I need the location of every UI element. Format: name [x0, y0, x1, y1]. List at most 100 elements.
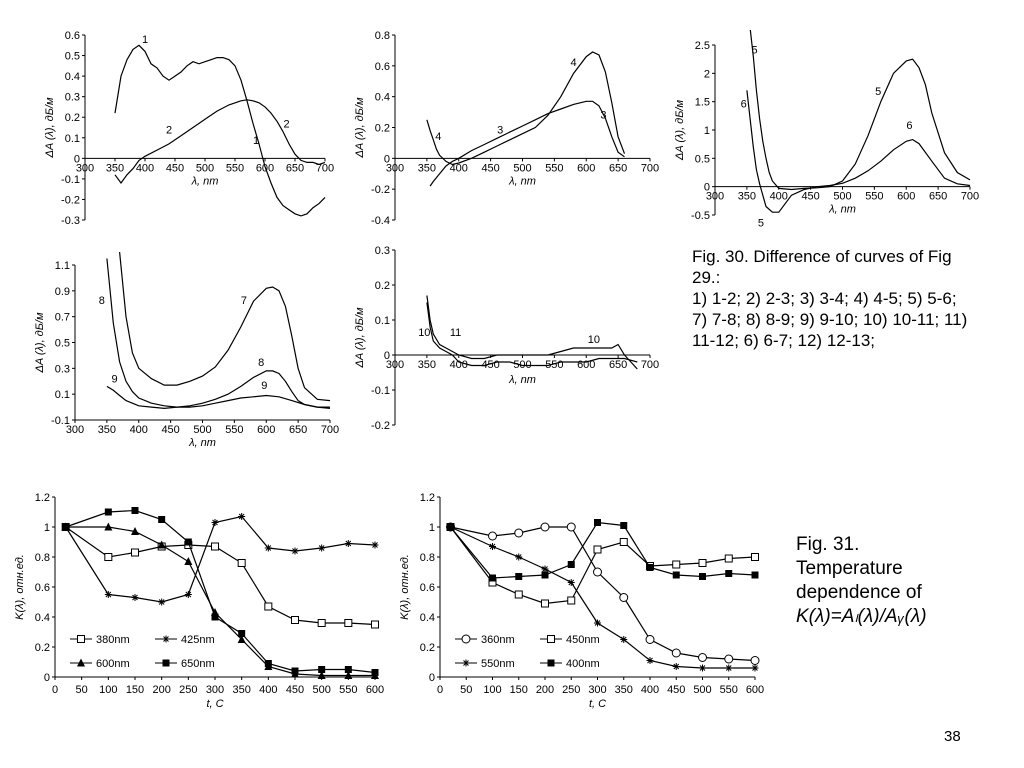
- y-tick-label: 0.2: [420, 642, 435, 654]
- data-point-400nm: [567, 561, 575, 568]
- data-point-400nm: [541, 571, 549, 579]
- data-point-360nm: [593, 567, 602, 577]
- chart-temperature-right: 0 0.2 0.4 0.6 0.8 1 1.2 0 50 100 150 200 250 300 350 40…: [399, 492, 764, 710]
- data-point-360nm: [750, 656, 760, 665]
- x-tick-label: 400: [259, 684, 277, 696]
- data-point-550nm: [646, 657, 654, 664]
- x-tick-label: 300: [66, 424, 84, 436]
- data-point-650nm: [62, 523, 70, 531]
- data-point-650nm: [131, 507, 139, 514]
- y-tick-label: 0.8: [420, 552, 435, 564]
- x-tick-label: 350: [106, 162, 124, 174]
- legend-marker: [461, 634, 471, 644]
- y-tick-label: 0.8: [35, 552, 50, 564]
- data-point-600nm: [157, 540, 166, 549]
- data-point-400nm: [489, 574, 496, 582]
- data-point-425nm: [318, 544, 326, 552]
- x-tick-label: 550: [720, 684, 738, 696]
- y-tick-label: -0.3: [61, 215, 80, 227]
- data-point-550nm: [541, 565, 549, 573]
- series-line-1: [114, 44, 326, 217]
- y-tick-label: -0.1: [61, 174, 80, 186]
- x-tick-label: 300: [386, 162, 404, 174]
- data-point-425nm: [184, 591, 192, 598]
- x-tick-label: 350: [615, 684, 633, 696]
- x-tick-label: 450: [481, 162, 499, 174]
- x-axis-label: t, C: [589, 698, 606, 710]
- data-point-360nm: [514, 528, 524, 538]
- y-tick-label: 0: [44, 672, 50, 684]
- series-line-400nm: [450, 521, 756, 579]
- data-point-425nm: [158, 598, 166, 606]
- curve-label: 9: [111, 374, 117, 386]
- data-point-400nm: [751, 571, 759, 579]
- y-tick-label: 0.1: [55, 389, 70, 401]
- y-tick-label: 2.5: [695, 40, 710, 52]
- y-tick-label: -0.2: [371, 420, 390, 432]
- curve-label: 5: [875, 86, 881, 98]
- figure-31-line-3: dependence of: [796, 582, 922, 603]
- legend-marker: [162, 659, 170, 667]
- y-tick-label: -0.2: [61, 194, 80, 206]
- legend-label: 360nm: [481, 634, 515, 646]
- data-point-425nm: [104, 591, 112, 598]
- data-point-550nm: [672, 663, 680, 670]
- data-point-450nm: [724, 554, 733, 563]
- page-number: 38: [944, 728, 961, 745]
- y-tick-label: 0: [384, 350, 390, 362]
- y-tick-label: 0.6: [375, 61, 390, 73]
- series-line-600nm: [65, 526, 375, 677]
- curve-label: 8: [258, 357, 264, 369]
- x-tick-label: 250: [179, 684, 197, 696]
- chart-curves-5-6: -0.5 0 0.5 1 1.5 2 2.5 300 350 400 450 500 550 600 650…: [674, 30, 979, 229]
- legend-label: 600nm: [96, 658, 130, 670]
- data-point-450nm: [619, 538, 628, 546]
- chart-curves-3-4: -0.4 -0.2 0 0.2 0.4 0.6 0.8 300 350 400 450 500 550 6…: [354, 30, 659, 227]
- x-tick-label: 550: [865, 191, 883, 203]
- y-tick-label: 0.6: [35, 582, 50, 594]
- y-tick-label: 0.8: [375, 30, 390, 42]
- curve-label: 2: [166, 125, 172, 137]
- x-tick-label: 300: [76, 162, 94, 174]
- x-tick-label: 400: [130, 424, 148, 436]
- x-tick-label: 350: [418, 162, 436, 174]
- data-point-360nm: [566, 522, 576, 532]
- x-tick-label: 550: [226, 162, 244, 174]
- y-tick-label: 0.5: [695, 153, 710, 165]
- series-line-550nm: [450, 526, 755, 669]
- data-point-450nm: [514, 590, 523, 599]
- figure-30-title: Fig. 30. Difference of curves of Fig 29.…: [692, 247, 952, 287]
- y-axis-label: ΔA (λ), дБ/м: [34, 312, 46, 374]
- data-point-380nm: [291, 616, 299, 624]
- figure-31-line-4: K(λ)=Aₗ(λ)/Aᵧ(λ): [796, 606, 927, 627]
- x-tick-label: 600: [746, 684, 764, 696]
- data-point-380nm: [104, 553, 113, 561]
- y-tick-label: 0.3: [55, 363, 70, 375]
- legend-label: 400nm: [566, 658, 600, 670]
- series-line-5: [749, 30, 971, 191]
- x-tick-label: 300: [206, 684, 224, 696]
- curve-label: 3: [600, 109, 606, 121]
- x-tick-label: 400: [450, 162, 468, 174]
- series-line-650nm: [65, 509, 376, 674]
- x-tick-label: 500: [833, 191, 851, 203]
- legend-label: 425nm: [181, 634, 215, 646]
- data-point-450nm: [593, 545, 602, 554]
- series-line-10: [426, 295, 638, 370]
- y-tick-label: 1.2: [420, 492, 435, 504]
- y-tick-label: 0.3: [65, 92, 80, 104]
- curve-label: 7: [241, 295, 247, 307]
- legend-marker: [77, 658, 85, 667]
- curve-label: 8: [99, 295, 105, 307]
- data-point-380nm: [237, 559, 246, 567]
- curve-label: 10: [418, 327, 430, 339]
- x-tick-label: 450: [286, 684, 304, 696]
- data-point-400nm: [447, 523, 454, 531]
- data-point-400nm: [646, 564, 654, 571]
- series-line-450nm: [450, 526, 756, 605]
- series-line-11: [426, 302, 638, 367]
- x-tick-label: 300: [706, 191, 724, 203]
- y-tick-label: -0.2: [371, 184, 390, 196]
- y-tick-label: 0.6: [65, 30, 80, 42]
